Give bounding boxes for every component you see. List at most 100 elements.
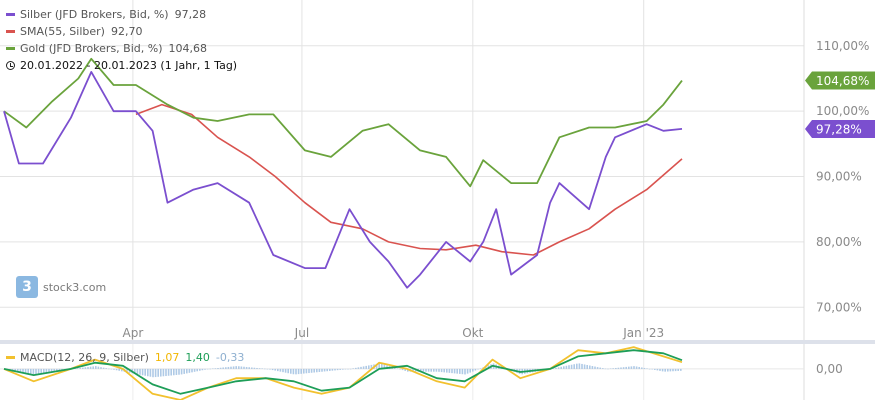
macd-value-2: 1,40 [185, 351, 210, 364]
macd-hist-bar-150 [394, 367, 396, 369]
macd-hist-bar-87 [230, 366, 232, 369]
macd-hist-bar-97 [256, 367, 258, 369]
macd-hist-bar-18 [50, 368, 53, 372]
panel-divider [0, 340, 875, 344]
macd-hist-bar-144 [378, 363, 380, 369]
macd-hist-bar-111 [292, 368, 295, 375]
price-tag-silver [805, 119, 875, 138]
macd-hist-bar-103 [271, 368, 274, 371]
gold-swatch [6, 47, 15, 50]
macd-hist-bar-66 [175, 368, 178, 375]
macd-hist-bar-154 [404, 368, 406, 371]
macd-hist-bar-52 [139, 368, 141, 375]
x-tick-label-0: Apr [123, 326, 144, 340]
macd-hist-bar-70 [186, 368, 188, 374]
macd-hist-bar-101 [266, 368, 269, 370]
macd-hist-bar-33 [89, 366, 92, 369]
macd-hist-bar-126 [331, 368, 334, 371]
series-signal-line [3, 349, 683, 395]
macd-hist-bar-171 [448, 368, 451, 373]
macd-tick-label-0: 0,00 [816, 362, 843, 376]
macd-hist-bar-179 [469, 368, 471, 373]
macd-hist-bar-112 [295, 368, 297, 375]
macd-hist-bar-167 [438, 368, 440, 372]
macd-hist-bar-96 [253, 367, 256, 369]
macd-hist-bar-17 [48, 368, 50, 373]
y-tick-label-1: 80,00% [816, 235, 862, 249]
macd-hist-bar-10 [30, 368, 32, 374]
macd-hist-bar-162 [425, 368, 427, 372]
macd-hist-bar-13 [37, 368, 40, 374]
macd-hist-bar-94 [248, 367, 250, 369]
macd-hist-bar-239 [625, 366, 627, 369]
legend-silver-label: Silber (JFD Brokers, Bid, %) [20, 8, 169, 21]
macd-hist-bar-73 [193, 368, 196, 372]
macd-hist-bar-151 [396, 368, 399, 370]
macd-hist-bar-118 [310, 368, 313, 373]
macd-hist-bar-221 [578, 363, 581, 369]
macd-hist-bar-114 [300, 368, 302, 374]
watermark-text: stock3.com [43, 280, 107, 294]
stock3-logo-icon: 3 [16, 276, 38, 298]
macd-hist-bar-99 [261, 368, 263, 369]
macd-hist-bar-248 [648, 368, 651, 370]
macd-hist-bar-138 [362, 366, 365, 369]
macd-hist-bar-157 [412, 368, 414, 372]
macd-hist-bar-237 [620, 367, 622, 369]
macd-hist-bar-242 [633, 366, 635, 369]
macd-hist-bar-180 [472, 368, 474, 372]
macd-hist-bar-102 [269, 368, 271, 370]
macd-hist-bar-85 [225, 367, 227, 369]
macd-hist-bar-74 [196, 368, 198, 372]
macd-hist-bar-80 [212, 368, 214, 370]
macd-hist-bar-78 [206, 368, 209, 370]
macd-hist-bar-183 [479, 368, 482, 369]
macd-hist-bar-222 [581, 363, 583, 369]
macd-hist-bar-226 [591, 366, 594, 369]
macd-hist-bar-67 [178, 368, 180, 375]
macd-hist-bar-215 [563, 366, 565, 369]
macd-hist-bar-125 [329, 368, 331, 371]
macd-hist-bar-88 [232, 366, 235, 369]
macd-hist-bar-137 [360, 366, 362, 369]
macd-hist-bar-228 [596, 367, 599, 369]
macd-hist-bar-146 [383, 364, 386, 369]
macd-hist-bar-35 [95, 366, 97, 369]
macd-hist-bar-57 [152, 368, 154, 378]
macd-hist-bar-39 [105, 368, 107, 369]
macd-hist-bar-247 [646, 368, 648, 369]
legend-gold: Gold (JFD Brokers, Bid, %) 104,68 [6, 40, 237, 57]
macd-hist-bar-30 [82, 367, 84, 369]
macd-hist-bar-169 [443, 368, 445, 373]
macd-hist-bar-212 [555, 367, 557, 369]
macd-hist-bar-61 [162, 368, 165, 377]
macd-hist-bar-182 [477, 368, 479, 370]
macd-hist-bar-72 [191, 368, 193, 373]
macd-hist-bar-110 [290, 368, 292, 374]
macd-hist-bar-124 [326, 368, 328, 372]
macd-hist-bar-131 [344, 368, 347, 370]
macd-hist-bar-68 [180, 368, 183, 375]
macd-hist-bar-133 [349, 368, 352, 370]
y-tick-label-2: 90,00% [816, 170, 862, 184]
macd-hist-bar-107 [282, 368, 284, 373]
macd-hist-bar-135 [355, 367, 357, 369]
legend-sma-value: 92,70 [110, 25, 143, 38]
price-tag-silver-label: 97,28% [816, 122, 862, 136]
macd-hist-bar-51 [136, 368, 139, 375]
macd-hist-bar-53 [141, 368, 144, 376]
macd-hist-bar-40 [108, 368, 110, 370]
macd-hist-bar-12 [35, 368, 37, 375]
macd-hist-bar-225 [589, 365, 591, 369]
macd-hist-bar-143 [375, 363, 378, 369]
macd-hist-bar-37 [100, 367, 102, 369]
macd-hist-bar-174 [456, 368, 458, 374]
macd-hist-bar-160 [420, 368, 422, 372]
macd-hist-bar-41 [110, 368, 113, 370]
macd-hist-bar-181 [474, 368, 477, 371]
macd-hist-bar-128 [336, 368, 339, 371]
macd-hist-bar-241 [630, 366, 633, 369]
macd-hist-bar-127 [334, 368, 336, 371]
macd-hist-bar-252 [659, 368, 661, 371]
